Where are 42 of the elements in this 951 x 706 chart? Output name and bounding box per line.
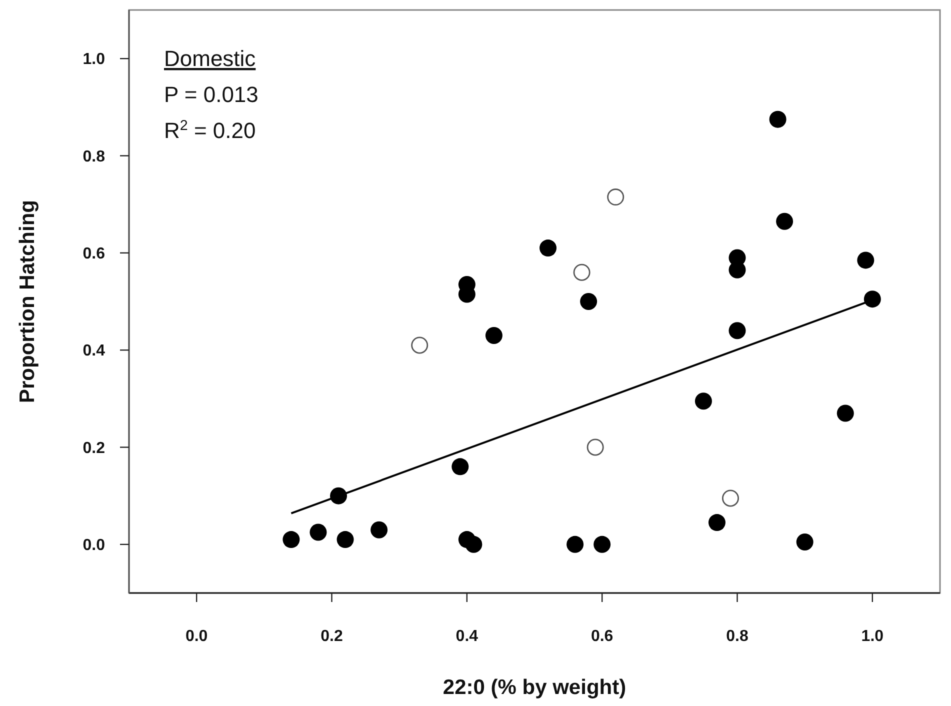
point — [282, 531, 300, 548]
point — [796, 533, 814, 550]
point — [864, 290, 881, 308]
point — [607, 188, 624, 206]
point — [573, 264, 590, 281]
annotation: Domestic — [164, 46, 256, 71]
x-tick-label: 1.0 — [861, 628, 884, 645]
point — [580, 293, 598, 310]
x-axis-title: 22:0 (% by weight) — [442, 676, 626, 699]
y-tick-label: 0.4 — [82, 342, 106, 360]
point — [708, 514, 726, 532]
point — [485, 327, 502, 344]
point — [465, 536, 482, 553]
point — [336, 531, 354, 548]
x-tick-label: 0.6 — [590, 628, 614, 645]
point — [722, 490, 739, 507]
y-tick-label: 0.2 — [82, 440, 106, 457]
point — [566, 536, 584, 553]
point — [310, 524, 327, 541]
point — [594, 536, 611, 553]
y-tick-label: 1.0 — [82, 51, 106, 68]
x-tick-label: 0.0 — [185, 628, 208, 645]
point — [411, 336, 428, 354]
point — [694, 392, 712, 410]
point — [370, 521, 388, 538]
y-tick-label: 0.8 — [82, 148, 106, 166]
x-tick-label: 0.2 — [320, 628, 343, 645]
annotation: R$^{2}$ = 0.20 — [164, 118, 256, 143]
point — [728, 322, 746, 340]
y-tick-label: 0.0 — [82, 537, 106, 554]
y-axis-title: Proportion Hatching — [16, 200, 39, 403]
point — [857, 252, 874, 269]
x-tick-label: 0.8 — [726, 628, 748, 645]
point — [540, 240, 557, 257]
point — [776, 212, 794, 230]
y-tick-label: 0.6 — [82, 246, 106, 263]
point — [586, 438, 604, 456]
point — [452, 458, 469, 476]
annotation: P = 0.013 — [164, 82, 258, 107]
point — [769, 110, 786, 128]
x-tick-label: 0.4 — [456, 628, 478, 645]
point — [836, 404, 854, 422]
